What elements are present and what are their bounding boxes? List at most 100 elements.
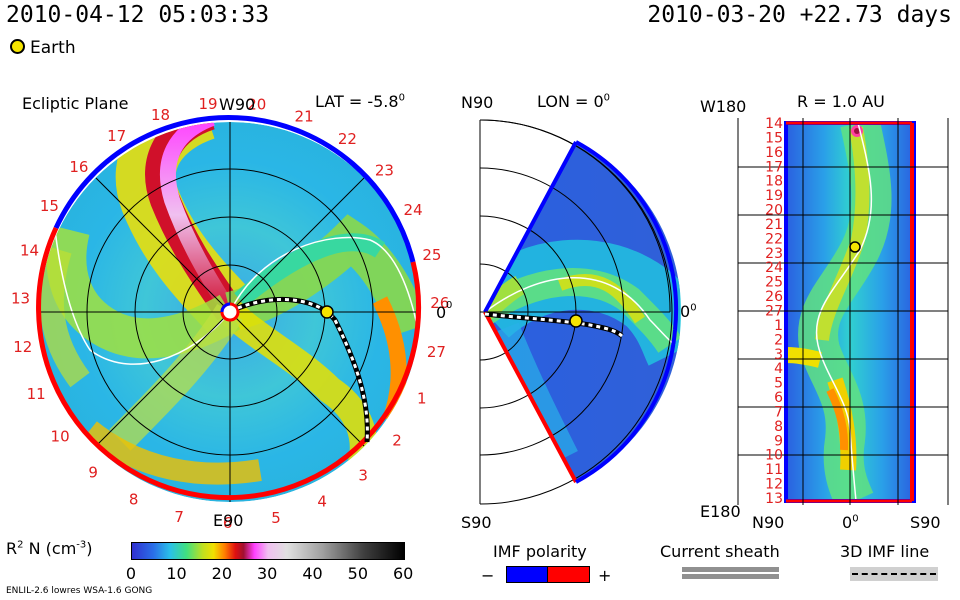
carrington-number: 7 [174, 508, 184, 526]
carrington-number: 27 [427, 343, 446, 361]
ecliptic-top-label: W90 [219, 95, 255, 114]
meridional-top-label: N90 [461, 93, 494, 112]
polarity-negative-swatch [506, 566, 549, 583]
carrington-number: 11 [27, 385, 46, 403]
carrington-number: 8 [129, 491, 139, 509]
carrington-number: 25 [422, 246, 441, 264]
radial-x-label-left: N90 [752, 513, 785, 532]
earth-marker-icon [10, 39, 25, 54]
ecliptic-lat-label: LAT = -5.80 [315, 92, 405, 111]
radial-number: 11 [765, 462, 783, 478]
radial-top-label: W180 [700, 97, 747, 116]
radial-x-center-value: 0 [842, 513, 853, 532]
meridional-bottom-label: S90 [461, 513, 492, 532]
carrington-number: 24 [404, 201, 423, 219]
colorbar-tick-label: 60 [393, 564, 414, 583]
carrington-number: 16 [69, 158, 88, 176]
earth-legend: Earth [10, 38, 76, 58]
ecliptic-bottom-label: E90 [213, 511, 243, 530]
carrington-number: 5 [271, 509, 281, 527]
meridional-right-label: 00 [680, 302, 697, 321]
carrington-number: 12 [13, 338, 32, 356]
radial-number: 24 [765, 260, 783, 276]
earth-legend-label: Earth [30, 38, 76, 58]
radial-number: 6 [774, 390, 783, 406]
model-footer: ENLIL-2.6 lowres WSA-1.6 GONG [6, 586, 153, 596]
ecliptic-title: Ecliptic Plane [22, 94, 129, 113]
radial-number: 16 [765, 145, 783, 161]
carrington-number: 10 [51, 427, 70, 445]
radial-number: 27 [765, 304, 783, 320]
carrington-number: 9 [88, 463, 98, 481]
radial-number: 13 [765, 491, 783, 507]
radial-bottom-label: E180 [700, 502, 741, 521]
lat-degree-symbol: 0 [398, 92, 405, 104]
radial-number: 8 [774, 419, 783, 435]
carrington-number: 6 [223, 514, 233, 532]
colorbar-label-unit: N (cm [28, 539, 77, 558]
meridional-polarity-negative [483, 141, 578, 313]
carrington-number: 22 [338, 130, 357, 148]
radial-number: 21 [765, 217, 783, 233]
radial-x-label-center: 00 [842, 513, 859, 532]
carrington-number: 21 [295, 108, 314, 126]
imf-line-swatch [850, 567, 938, 581]
colorbar-label-close: ) [86, 539, 93, 558]
ecliptic-earth-marker [320, 305, 334, 319]
radial-number: 10 [765, 448, 783, 464]
imf-polarity-legend-title: IMF polarity [493, 542, 587, 561]
radial-x-label-right: S90 [910, 513, 941, 532]
colorbar-tick-label: 40 [302, 564, 323, 583]
radial-number: 20 [765, 203, 783, 219]
colorbar-tick-label: 20 [211, 564, 233, 583]
carrington-number: 26 [430, 294, 449, 312]
colorbar-label-exp: -3 [76, 539, 87, 551]
colorbar-tick-label: 0 [125, 564, 137, 583]
carrington-number: 19 [198, 95, 217, 113]
carrington-number: 4 [317, 493, 327, 511]
colorbar-label-sup: 2 [17, 539, 24, 551]
lat-value: LAT = -5.8 [315, 92, 399, 111]
radial-number: 18 [765, 174, 783, 190]
polarity-minus-label: − [481, 566, 495, 585]
polarity-plus-label: + [598, 566, 612, 585]
colorbar-tick-label: 50 [347, 564, 369, 583]
ecliptic-right-sup: 0 [446, 300, 452, 311]
radial-number: 14 [765, 116, 783, 132]
imf-line-legend-title: 3D IMF line [840, 542, 930, 561]
meridional-right-sup: 0 [690, 302, 697, 314]
radial-number: 25 [765, 275, 783, 291]
radial-number: 3 [774, 347, 783, 363]
radial-number: 22 [765, 231, 783, 247]
meridional-right-value: 0 [680, 302, 691, 321]
carrington-number: 18 [151, 106, 170, 124]
density-colorbar [131, 542, 405, 560]
radial-number: 4 [774, 361, 783, 377]
polarity-positive-swatch [547, 566, 590, 583]
radial-grid [737, 118, 949, 505]
current-sheath-swatch [682, 567, 779, 581]
radial-number: 17 [765, 159, 783, 175]
radial-number: 5 [774, 376, 783, 392]
reference-date-label: 2010-03-20 +22.73 days [647, 2, 952, 28]
radial-number: 2 [774, 332, 783, 348]
colorbar-tick-label: 10 [166, 564, 187, 583]
carrington-number: 23 [375, 162, 394, 180]
meridional-lon-label: LON = 00 [537, 92, 610, 111]
carrington-number: 1 [417, 389, 427, 407]
carrington-number: 13 [11, 289, 30, 307]
radial-number: 1 [774, 318, 783, 334]
radial-number: 7 [774, 405, 783, 421]
radial-number: 19 [765, 188, 783, 204]
meridional-polarity-positive [483, 311, 578, 483]
colorbar-label-r: R [6, 539, 18, 558]
radial-number: 23 [765, 246, 783, 262]
ecliptic-polarity-ring-negative [53, 115, 416, 263]
carrington-number: 3 [358, 466, 368, 484]
radial-number: 12 [765, 477, 783, 493]
colorbar-tick-label: 30 [257, 564, 278, 583]
